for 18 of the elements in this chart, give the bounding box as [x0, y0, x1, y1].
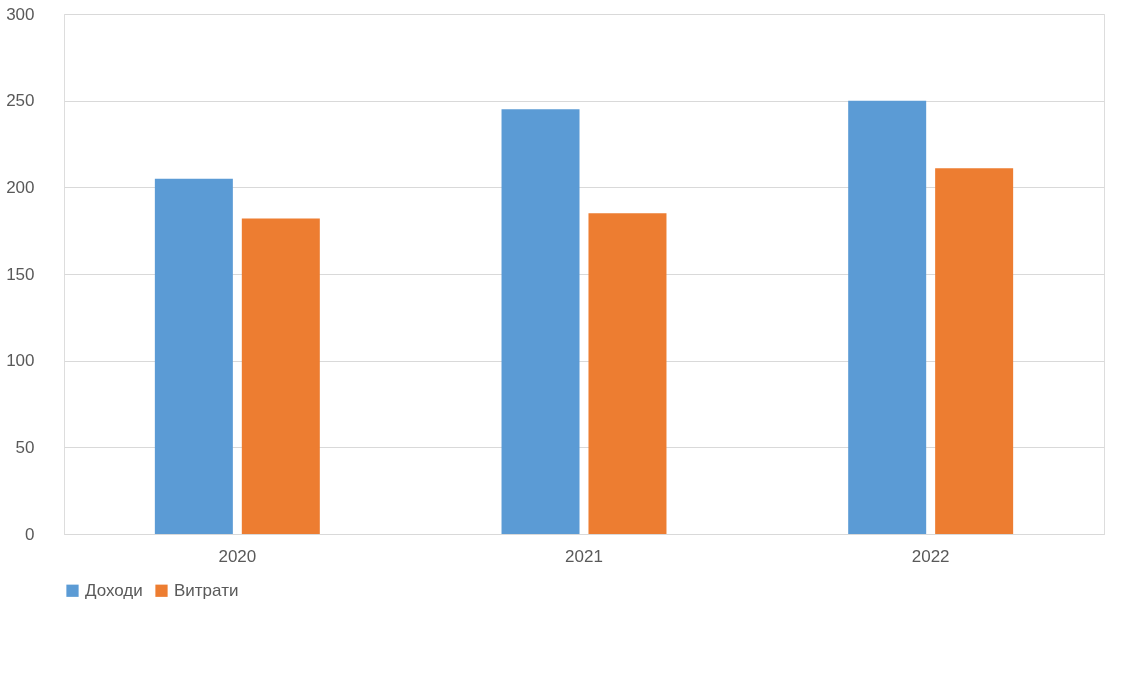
legend-label: Витрати: [174, 580, 239, 600]
y-tick-label: 100: [6, 351, 35, 371]
bar: [154, 178, 233, 534]
bar: [588, 213, 667, 534]
bar: [501, 109, 580, 534]
bar: [848, 100, 927, 534]
y-tick-label: 200: [6, 177, 35, 197]
x-tick-label: 2022: [911, 546, 950, 566]
y-tick-label: 150: [6, 264, 35, 284]
bar: [241, 218, 320, 534]
y-tick-label: 0: [25, 524, 35, 544]
x-tick-label: 2020: [218, 546, 257, 566]
y-tick-label: 300: [6, 4, 35, 24]
y-tick-label: 250: [6, 91, 35, 111]
legend-label: Доходи: [85, 580, 143, 600]
bar: [935, 168, 1014, 534]
x-tick-label: 2021: [565, 546, 603, 566]
y-tick-label: 50: [15, 437, 35, 457]
